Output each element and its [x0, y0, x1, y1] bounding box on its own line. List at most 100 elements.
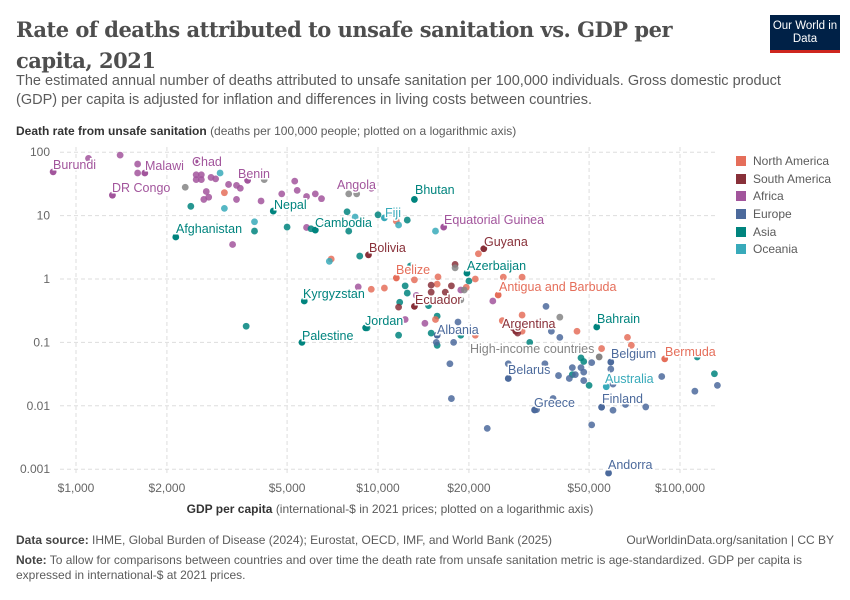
labeled-data-point	[367, 184, 375, 192]
data-point	[311, 190, 319, 198]
data-point	[212, 175, 220, 183]
point-label: Finland	[602, 392, 643, 406]
data-point	[367, 285, 375, 293]
data-point	[549, 395, 557, 402]
data-point	[474, 250, 482, 258]
owid-logo[interactable]: Our World in Data	[770, 15, 840, 53]
legend-label: North America	[753, 153, 830, 168]
labeled-data-point	[433, 331, 441, 339]
data-point	[354, 283, 362, 291]
data-point	[434, 273, 442, 281]
labeled-data-point	[411, 302, 418, 310]
data-point	[236, 184, 244, 192]
data-point	[556, 313, 564, 321]
legend-item[interactable]: Africa	[736, 187, 831, 205]
data-point	[343, 208, 351, 216]
data-point	[192, 176, 200, 183]
data-point	[432, 316, 439, 323]
data-point	[609, 406, 617, 414]
labeled-data-point	[595, 353, 603, 361]
data-point	[401, 316, 409, 323]
point-label: Kyrgyzstan	[303, 287, 365, 301]
data-point	[556, 333, 564, 341]
point-label: Afghanistan	[176, 222, 242, 236]
point-label: Burundi	[53, 158, 96, 172]
legend-item[interactable]: Asia	[736, 223, 831, 241]
data-point	[580, 358, 588, 365]
data-point	[588, 421, 596, 429]
y-tick-label: 0.001	[20, 462, 50, 476]
legend-item[interactable]: South America	[736, 170, 831, 188]
data-point	[454, 318, 462, 326]
legend-item[interactable]: Europe	[736, 205, 831, 223]
data-point	[202, 188, 210, 195]
data-point	[229, 241, 236, 248]
data-point	[573, 327, 581, 335]
chart-title: Rate of deaths attributed to unsafe sani…	[16, 17, 673, 73]
point-label: Bermuda	[665, 345, 716, 359]
data-point	[541, 360, 549, 368]
data-point	[526, 339, 534, 346]
data-point	[565, 375, 573, 382]
labeled-data-point	[593, 323, 601, 331]
data-point	[353, 190, 361, 198]
data-point	[374, 211, 382, 219]
chart-subtitle: The estimated annual number of deaths at…	[16, 73, 781, 108]
legend-swatch	[736, 155, 746, 166]
data-point	[427, 288, 435, 296]
data-point	[714, 381, 721, 389]
x-tick-label: $50,000	[567, 481, 611, 495]
point-label: Ecuador	[415, 293, 462, 307]
data-point	[585, 381, 593, 389]
labeled-data-point	[49, 168, 57, 176]
data-point	[483, 425, 491, 432]
data-point	[624, 333, 631, 341]
x-tick-label: $10,000	[356, 481, 400, 495]
data-point	[489, 297, 497, 305]
data-point	[642, 403, 650, 411]
data-point	[691, 387, 699, 395]
data-point	[233, 196, 240, 203]
labeled-data-point	[300, 297, 308, 305]
point-label: Fiji	[385, 206, 401, 220]
data-point	[403, 216, 411, 224]
labeled-data-point	[109, 191, 116, 199]
data-point	[627, 341, 635, 349]
data-point	[85, 154, 92, 162]
data-point	[395, 331, 402, 339]
labeled-data-point	[440, 223, 448, 231]
labeled-data-point	[531, 406, 538, 414]
labeled-data-point	[463, 269, 471, 277]
point-label: Malawi	[145, 159, 184, 173]
x-axis-label: GDP per capita (international-$ in 2021 …	[0, 502, 780, 516]
data-point	[356, 252, 364, 260]
legend-item[interactable]: North America	[736, 152, 831, 170]
point-label: Chad	[192, 155, 222, 169]
labeled-data-point	[504, 375, 512, 382]
data-point	[471, 331, 479, 339]
y-axis-label: Death rate from unsafe sanitation (death…	[16, 124, 516, 138]
data-point	[251, 172, 258, 180]
labeled-data-point	[602, 383, 610, 391]
data-point	[345, 190, 353, 198]
data-point	[380, 284, 388, 292]
legend-label: Asia	[753, 224, 777, 239]
data-point	[446, 360, 454, 368]
point-label: Belarus	[508, 363, 550, 377]
point-label: Australia	[605, 372, 654, 386]
data-point	[547, 327, 555, 335]
point-label: Angola	[337, 178, 376, 192]
data-point	[427, 329, 435, 337]
legend-swatch	[736, 244, 746, 255]
data-point	[403, 289, 411, 297]
x-tick-label: $20,000	[447, 481, 491, 495]
y-axis-label-detail: (deaths per 100,000 people; plotted on a…	[210, 124, 517, 138]
data-point	[322, 220, 329, 228]
legend-item[interactable]: Oceania	[736, 240, 831, 258]
labeled-data-point	[298, 339, 306, 346]
data-point	[607, 365, 615, 373]
data-point	[395, 221, 402, 229]
labeled-data-point	[362, 324, 370, 332]
source-link[interactable]: OurWorldinData.org/sanitation | CC BY	[626, 533, 834, 547]
